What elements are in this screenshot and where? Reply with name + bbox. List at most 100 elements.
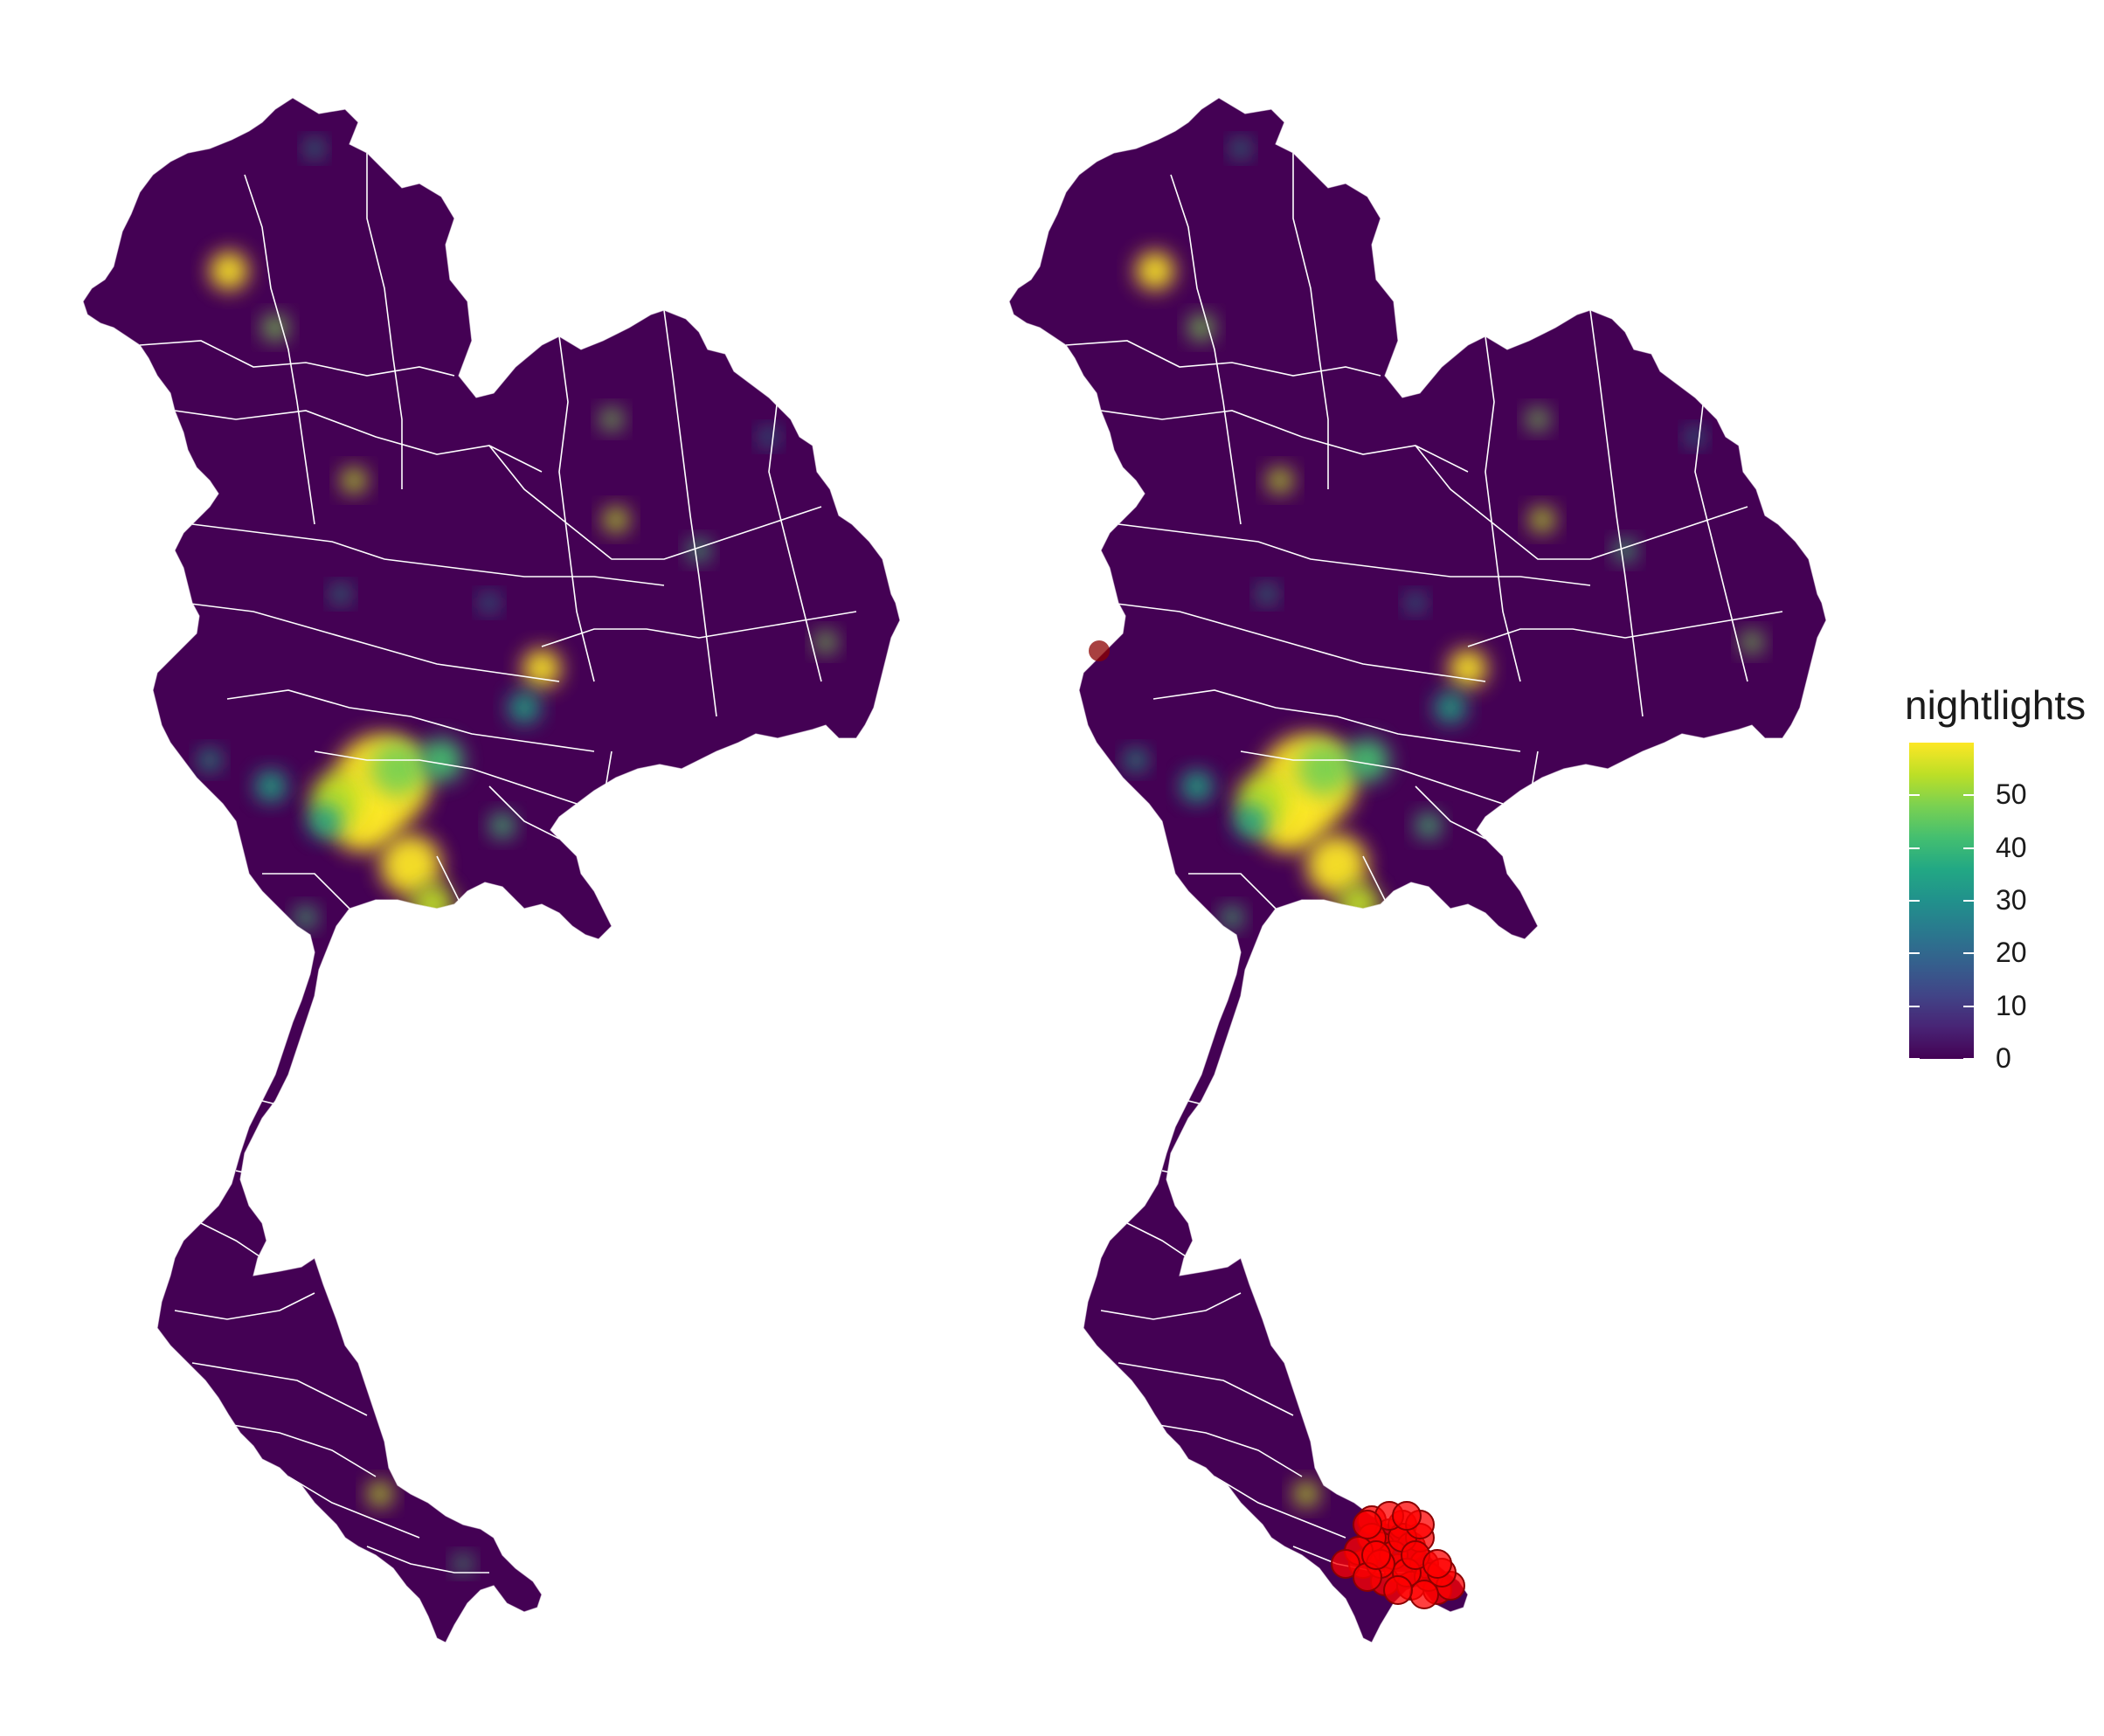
province-border <box>1485 335 1521 682</box>
nightlight-glow <box>419 738 463 782</box>
nightlight-glow <box>490 813 515 838</box>
legend-label: 0 <box>1996 1042 2011 1074</box>
legend-label: 10 <box>1996 989 2027 1021</box>
province-border <box>541 611 857 647</box>
nightlight-glow <box>1258 585 1276 603</box>
province-border <box>244 174 315 525</box>
province-border <box>366 153 403 489</box>
nightlight-glow <box>1449 649 1487 688</box>
legend-tick <box>1963 900 1974 902</box>
legend-tick <box>1909 1058 1920 1060</box>
province-border <box>1100 1292 1242 1320</box>
nightlight-glow <box>523 649 561 688</box>
province-border <box>366 1546 489 1573</box>
nightlight-glow <box>1527 409 1548 430</box>
nightlight-glow <box>1294 1482 1318 1506</box>
nightlight-glow <box>1071 1377 1096 1401</box>
nightlight-glow <box>1136 252 1174 290</box>
province-border <box>139 340 455 377</box>
nightlight-glow <box>210 252 248 290</box>
province-border <box>1152 689 1521 752</box>
province-border <box>262 873 350 909</box>
nightlight-glow <box>1189 315 1214 340</box>
nightlight-glow <box>308 804 343 839</box>
province-border <box>1214 1476 1346 1539</box>
province-border <box>1467 611 1783 647</box>
province-border <box>191 1362 368 1416</box>
event-point <box>1392 1501 1422 1531</box>
province-borders <box>139 153 857 1573</box>
nightlight-glow <box>1268 468 1292 493</box>
country-land <box>1009 98 1826 1643</box>
event-point <box>1383 1575 1413 1605</box>
legend-tick <box>1909 952 1920 955</box>
legend-title: nightlights <box>1905 682 2087 728</box>
nightlight-glow <box>1416 813 1441 838</box>
nightlight-glow <box>1232 140 1249 157</box>
nightlight-glow <box>295 907 316 928</box>
nightlight-glow <box>380 834 441 896</box>
map-panel-right <box>1008 97 1827 1643</box>
legend-tick <box>1909 1005 1920 1007</box>
nightlight-glow <box>1234 804 1269 839</box>
legend-tick <box>1909 847 1920 849</box>
province-border <box>1118 523 1591 586</box>
province-border <box>1415 785 1486 840</box>
nightlight-glow <box>760 428 778 446</box>
nightlight-glow <box>255 771 287 802</box>
legend-tick <box>1909 794 1920 797</box>
province-border <box>1188 873 1277 909</box>
legend-tick <box>1963 952 1974 955</box>
nightlight-glow <box>815 632 836 653</box>
legend-tick <box>1963 1058 1974 1060</box>
nightlight-glow <box>454 1555 472 1573</box>
province-border <box>1415 445 1748 560</box>
legend: nightlights 0 10 20 30 40 50 <box>1905 681 2104 1083</box>
nightlight-glow <box>1222 907 1242 928</box>
legend-label: 30 <box>1996 884 2027 916</box>
legend-label: 40 <box>1996 831 2027 863</box>
province-border <box>235 1170 307 1198</box>
province-border <box>200 1222 263 1259</box>
province-border <box>1109 602 1486 682</box>
country-land <box>83 98 900 1643</box>
province-border <box>191 523 665 586</box>
nightlight-glow <box>1125 750 1146 771</box>
province-border <box>226 1423 377 1477</box>
nightlight-glow <box>263 315 287 340</box>
nightlight-glow <box>481 594 498 612</box>
nightlight-glow <box>1530 508 1554 532</box>
province-border <box>1161 1170 1233 1198</box>
nightlight-glow <box>1181 771 1213 802</box>
nightlight-glow <box>306 140 323 157</box>
province-border <box>1065 340 1381 377</box>
province-border <box>488 445 822 560</box>
legend-tick <box>1963 847 1974 849</box>
nightlight-glow <box>1741 632 1762 653</box>
legend-colorbar <box>1909 743 1974 1059</box>
province-border <box>1126 1222 1189 1259</box>
nightlight-glow <box>509 692 540 723</box>
province-border <box>1118 1362 1294 1416</box>
province-border <box>1694 397 1748 682</box>
nightlight-glow <box>145 1377 170 1401</box>
province-border <box>663 309 717 717</box>
legend-label: 50 <box>1996 778 2027 811</box>
province-border <box>558 335 595 682</box>
province-border <box>1240 750 1504 805</box>
province-border <box>1292 153 1329 489</box>
province-border <box>314 750 578 805</box>
province-border <box>1170 174 1242 525</box>
nightlight-glow <box>1686 428 1704 446</box>
map-panel-left <box>82 97 901 1643</box>
nightlight-glow <box>601 409 622 430</box>
province-border <box>1589 309 1644 717</box>
province-border <box>226 689 595 752</box>
nightlight-glow <box>199 750 220 771</box>
province-border <box>287 1476 420 1539</box>
province-border <box>488 785 560 840</box>
event-points <box>1089 640 1465 1609</box>
nightlight-glow <box>1435 692 1466 723</box>
nightlight-glow <box>371 743 424 795</box>
event-point <box>1353 1510 1382 1539</box>
